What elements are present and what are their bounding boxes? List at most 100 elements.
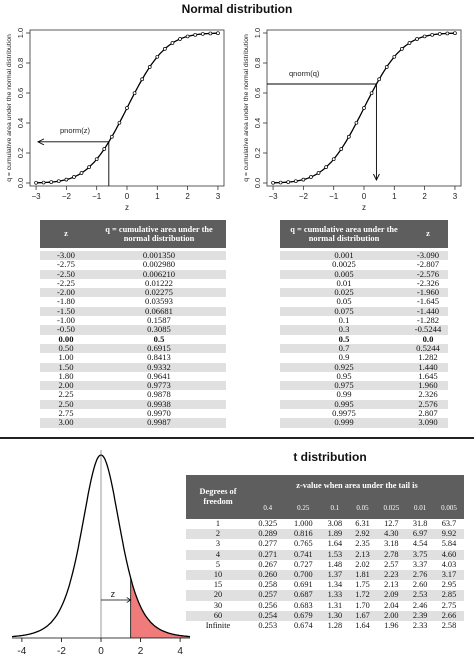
table-row: 0.0025 -2.807 [280,259,448,269]
table-row: 0.005 -2.576 [280,269,448,279]
table-row: -1.00 0.1587 [40,315,226,326]
table-row: -2.00 0.02275 [40,287,226,298]
table-cell: 0.995 [280,399,408,410]
table-cell: -2.75 [57,259,75,270]
table-cell: 2.00 [376,610,407,621]
table-cell: 9.92 [433,529,464,540]
table-cell: 0.687 [285,590,322,601]
y-tick-label: 1.0 [253,28,262,38]
table-row: 1.50 0.9332 [40,362,226,372]
table-row: 1.80 0.9641 [40,371,226,381]
table-cell: 0.257 [250,590,286,601]
table-cell: 1.440 [408,362,448,372]
y-tick-label: 0.0 [253,178,262,188]
table-cell: 0.5244 [408,343,448,354]
table-row: 0.7 0.5244 [280,343,448,354]
table-cell: 0.9 [338,352,350,363]
table-row: -3.00 0.001350 [40,250,226,261]
table-cell: 0.6915 [92,343,226,354]
normal-cdf-plot-left: −3 −2 −1 0 1 2 3 z 0.0 0.2 0.4 0.6 0.8 1.0q = cumulat… [6,28,225,212]
x-tick-label: −1 [92,192,102,201]
table-row: 60 0.254 0.679 1.30 1.67 2.00 2.39 2.66 [186,610,464,621]
table-row: 2.00 0.9773 [40,380,226,391]
table-cell: -1.645 [416,296,440,307]
table-row: -2.75 0.002980 [40,259,226,270]
table-cell: 2.09 [376,590,407,601]
y-axis-label: q = cumulative area under the normal dis… [6,34,13,182]
table-cell: -1.00 [57,315,75,326]
table-row: 0.99 2.326 [280,389,448,400]
table-row: 1 0.325 1.000 3.08 6.31 12.7 31.8 63.7 [186,519,464,529]
cdf-point [41,180,46,185]
table-row: 0.995 2.576 [280,399,448,410]
table-cell: 2.57 [384,559,399,569]
table-cell: 0.9970 [147,408,171,419]
table-row: 0.9975 2.807 [280,408,448,418]
y-tick-label: 0.6 [16,88,25,98]
table-row: 0.025 -1.960 [280,287,448,298]
table-cell: 0.925 [280,362,408,372]
df-cell: 15 [213,580,223,590]
cdf-point [430,32,435,37]
table-cell: 0.06681 [92,306,226,317]
table-row: 15 0.258 0.691 1.34 1.75 2.13 2.60 2.95 [186,580,464,590]
cdf-point [301,177,306,182]
table-row: 0.95 1.645 [280,370,448,381]
table-cell: 1.34 [327,580,343,590]
table-row: 0.975 1.960 [280,380,448,391]
table-cell: 0.277 [258,539,278,549]
cdf-point [384,65,389,69]
table-row: 0.001 -3.090 [280,250,448,261]
left-normal-table: z q = cumulative area under the normal d… [40,220,226,428]
page-title: Normal distribution [181,2,293,16]
table-cell: 3.18 [384,539,399,549]
table-row: -2.50 0.006210 [40,269,226,279]
cdf-point [316,171,321,175]
x-tick-label: 1 [392,192,397,201]
table-cell: 1.67 [348,610,377,621]
table-cell: 3.17 [433,569,464,581]
table-cell: 1.50 [40,362,92,372]
cdf-point [377,77,382,82]
cdf-point [271,180,275,185]
header-q: q = cumulative area under the normal dis… [290,224,398,244]
table-cell: 2.13 [384,580,399,590]
table-cell: 0.9332 [92,362,226,372]
table-row: 0.999 3.090 [280,418,448,428]
table-cell: 4.60 [433,549,464,560]
table-cell: 1.645 [418,370,438,381]
table-row: Infinite 0.253 0.674 1.28 1.64 1.96 2.33 2.58 [186,621,464,631]
table-cell: -3.00 [40,250,92,261]
table-row: 0.3 -0.5244 [280,325,448,335]
x-tick-label: 0 [362,192,367,201]
table-cell: 0.3085 [92,325,226,335]
cdf-point [331,157,336,162]
table-cell: -2.326 [416,277,440,288]
table-row: 0.075 -1.440 [280,306,448,317]
table-cell: 2.326 [418,389,438,400]
table-row: -2.25 0.01222 [40,278,226,288]
table-cell: 0.267 [258,559,278,569]
cdf-point [400,46,404,51]
cdf-point [286,180,291,184]
table-row: 5 0.267 0.727 1.48 2.02 2.57 3.37 4.03 [186,560,464,570]
table-cell: 2.58 [441,620,457,630]
header-degrees-of-freedom: Degrees of freedom [186,475,250,519]
df-cell: 5 [215,559,221,569]
x-tick-label: 0 [125,192,130,201]
table-cell: 2.25 [58,389,74,400]
table-cell: 0.254 [250,610,286,621]
tail-header: 0.05 [348,497,377,519]
table-cell: 2.50 [40,399,92,410]
df-cell: 60 [186,610,250,621]
t-title: t distribution [293,450,367,464]
cdf-point [170,41,175,45]
cdf-point [49,180,54,184]
table-cell: 0.50 [40,343,92,354]
tail-header: 0.4 [250,497,286,519]
cdf-point [392,54,397,59]
table-cell: 0.999 [280,418,408,428]
cdf-point [278,180,283,185]
arrow-right-icon [126,597,132,603]
table-cell: -2.576 [408,269,448,279]
